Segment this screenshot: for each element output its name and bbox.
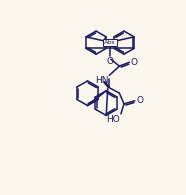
Text: O: O (131, 58, 138, 67)
Text: HO: HO (106, 115, 120, 124)
Text: O: O (136, 96, 143, 105)
Text: Abs: Abs (104, 40, 116, 45)
Text: O: O (107, 57, 113, 66)
Text: HN: HN (95, 76, 108, 85)
